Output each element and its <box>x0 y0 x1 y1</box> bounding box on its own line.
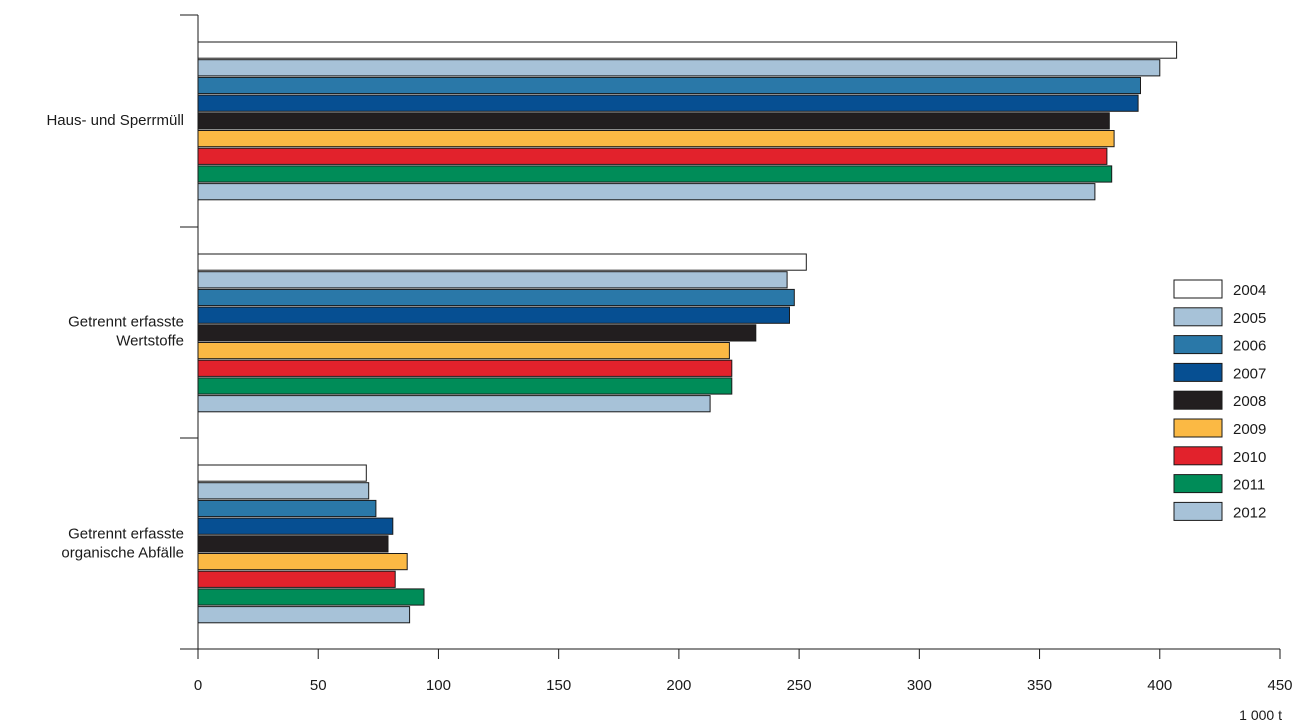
bar-2008-cat2 <box>197 324 757 342</box>
x-tick-label: 450 <box>1267 677 1292 694</box>
legend-swatch-2004 <box>1173 279 1223 299</box>
legend-swatch-2012 <box>1173 501 1223 521</box>
axes-group: 0 50 100 150 200 250 300 350 400 450 <box>180 14 1293 694</box>
legend-label-2004: 2004 <box>1233 282 1266 299</box>
legend-swatch-2010 <box>1173 446 1223 466</box>
category-label-line: organische Abfälle <box>61 545 184 562</box>
bar-2006-cat2 <box>197 288 795 307</box>
category-label-line: Wertstoffe <box>116 333 184 350</box>
bars-group <box>197 41 1178 624</box>
x-axis-unit-label: 1 000 t <box>1239 707 1282 723</box>
bar-2007-cat1 <box>197 94 1139 112</box>
bar-2012-cat1 <box>197 183 1096 201</box>
legend-label-2012: 2012 <box>1233 504 1266 521</box>
bar-2004-cat2 <box>197 253 807 271</box>
category-label-line: Getrennt erfasste <box>68 314 184 331</box>
legend-swatch-2005 <box>1173 307 1223 327</box>
bar-2007-cat2 <box>197 306 790 324</box>
bar-2011-cat3 <box>197 588 425 606</box>
bar-2008-cat3 <box>197 535 389 553</box>
category-label: Getrennt erfasste organische Abfälle <box>61 526 184 562</box>
legend-swatch-2007 <box>1173 362 1223 382</box>
bar-2012-cat2 <box>197 395 711 413</box>
category-label: Getrennt erfasste Wertstoffe <box>68 314 184 350</box>
category-label-line: Haus- und Sperrmüll <box>46 112 184 129</box>
legend: 2004 2005 2006 2007 2008 2009 2010 2011 2012 <box>1173 279 1266 521</box>
x-tick-label: 350 <box>1027 677 1052 694</box>
x-tick-label: 400 <box>1147 677 1172 694</box>
x-tick-label: 0 <box>194 677 202 694</box>
category-label: Haus- und Sperrmüll <box>46 112 184 129</box>
bar-2006-cat1 <box>197 76 1141 95</box>
x-tick-label: 50 <box>310 677 327 694</box>
bar-2010-cat2 <box>197 359 733 377</box>
x-tick-label: 300 <box>907 677 932 694</box>
legend-label-2007: 2007 <box>1233 365 1266 382</box>
x-tick-label: 100 <box>426 677 451 694</box>
legend-swatch-2008 <box>1173 390 1223 410</box>
bar-2005-cat2 <box>197 271 788 289</box>
bar-2005-cat1 <box>197 59 1161 77</box>
legend-label-2008: 2008 <box>1233 393 1266 410</box>
bar-2007-cat3 <box>197 517 394 535</box>
x-tick-label: 150 <box>546 677 571 694</box>
bar-2010-cat1 <box>197 147 1108 165</box>
bar-2006-cat3 <box>197 499 377 518</box>
category-label-line: Getrennt erfasste <box>68 526 184 543</box>
legend-label-2006: 2006 <box>1233 338 1266 355</box>
bar-2009-cat1 <box>197 130 1115 148</box>
legend-swatch-2011 <box>1173 474 1223 494</box>
bar-2009-cat2 <box>197 342 730 360</box>
legend-label-2010: 2010 <box>1233 449 1266 466</box>
bar-2008-cat1 <box>197 112 1110 130</box>
category-labels: Haus- und Sperrmüll Getrennt erfasste Wert… <box>46 112 184 562</box>
bar-2004-cat3 <box>197 464 367 482</box>
bar-2010-cat3 <box>197 570 396 588</box>
legend-label-2005: 2005 <box>1233 310 1266 327</box>
bar-2011-cat2 <box>197 377 733 395</box>
bar-2005-cat3 <box>197 482 370 500</box>
legend-swatch-2009 <box>1173 418 1223 438</box>
bar-2012-cat3 <box>197 606 411 624</box>
bar-2004-cat1 <box>197 41 1178 59</box>
x-tick-label: 250 <box>787 677 812 694</box>
x-tick-label: 200 <box>666 677 691 694</box>
bar-2011-cat1 <box>197 165 1113 183</box>
legend-swatch-2006 <box>1173 335 1223 355</box>
bar-2009-cat3 <box>197 553 408 571</box>
legend-label-2011: 2011 <box>1233 477 1265 494</box>
legend-label-2009: 2009 <box>1233 421 1266 438</box>
